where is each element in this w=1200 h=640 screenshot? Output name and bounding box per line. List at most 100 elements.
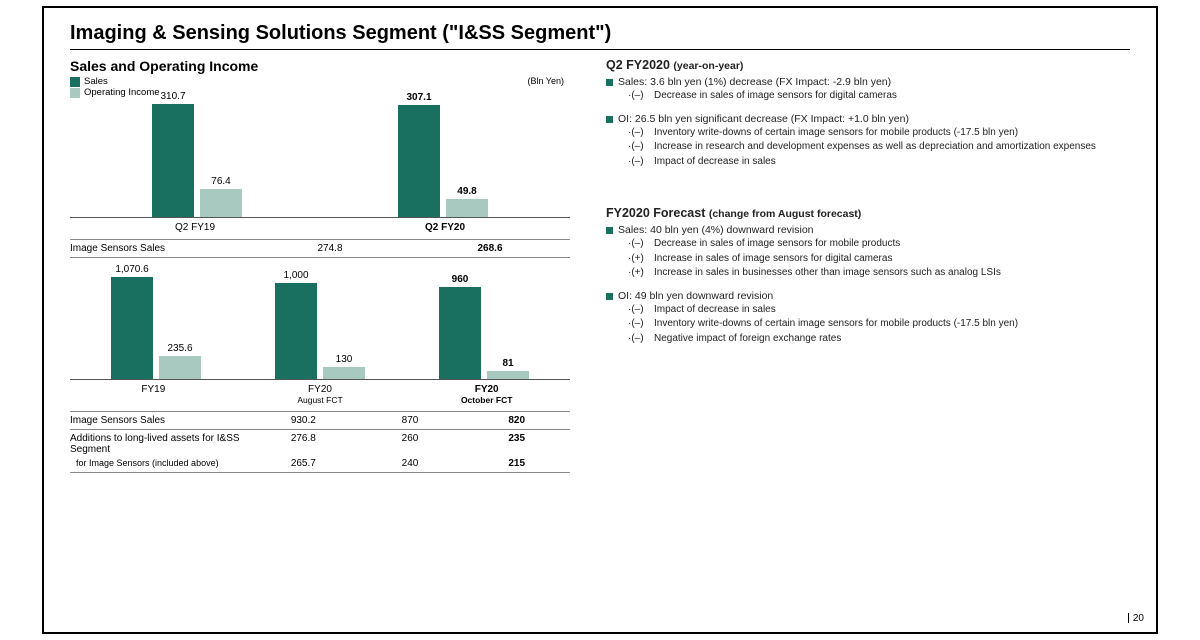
sub-bullet-text: Inventory write-downs of certain image s… [654, 127, 1018, 140]
table-row: Image Sensors Sales274.8268.6 [70, 239, 570, 257]
sub-bullet-sign: ·(–) [628, 127, 650, 140]
bar-oi [446, 199, 488, 217]
bar-oi [323, 367, 365, 379]
bar-group: 1,000 130 [238, 270, 402, 379]
sub-bullet-sign: ·(–) [628, 156, 650, 169]
bar-sales [398, 105, 440, 217]
bar-sales [275, 283, 317, 379]
bar-sales [111, 277, 153, 379]
bar-value-sales: 1,000 [283, 270, 308, 281]
table-cell: 274.8 [250, 243, 410, 254]
bar-sales [152, 104, 194, 217]
sub-bullet: ·(–) Impact of decrease in sales [628, 156, 1130, 169]
sub-bullet: ·(–) Increase in research and development… [628, 141, 1130, 154]
left-subtitle: Sales and Operating Income [70, 58, 570, 74]
bar-oi [159, 356, 201, 379]
chart-fy-table: Image Sensors Sales930.2870820 Additions … [70, 411, 570, 473]
sub-bullet-text: Decrease in sales of image sensors for d… [654, 90, 897, 103]
bullet-text: Sales: 3.6 bln yen (1%) decrease (FX Imp… [618, 76, 891, 88]
bullet: OI: 26.5 bln yen significant decrease (F… [606, 113, 1130, 125]
x-label: FY20August FCT [237, 384, 404, 405]
table-cell: 268.6 [410, 243, 570, 254]
bar-group: 1,070.6 235.6 [74, 264, 238, 379]
sub-bullet: ·(+) Increase in sales in businesses othe… [628, 267, 1130, 280]
bar-value-sales: 960 [452, 274, 469, 285]
table-cell: 265.7 [250, 458, 357, 469]
page-number: 20 [1128, 613, 1144, 624]
bar-value-oi: 49.8 [457, 186, 476, 197]
bar-value-oi: 130 [336, 354, 353, 365]
sub-bullet-sign: ·(–) [628, 304, 650, 317]
table-cell: 870 [357, 415, 464, 426]
table-row: Additions to long-lived assets for I&SS … [70, 429, 570, 458]
sub-bullet-sign: ·(–) [628, 318, 650, 331]
sub-bullet: ·(–) Inventory write-downs of certain ima… [628, 127, 1130, 140]
square-bullet-icon [606, 116, 613, 123]
bullet-text: Sales: 40 bln yen (4%) downward revision [618, 224, 814, 236]
square-bullet-icon [606, 227, 613, 234]
left-column: Sales and Operating Income Sales Operati… [70, 58, 570, 473]
sub-bullet-text: Increase in research and development exp… [654, 141, 1096, 154]
table-cell: 240 [357, 458, 464, 469]
sub-bullet-text: Increase in sales of image sensors for d… [654, 253, 892, 266]
bullet-text: OI: 26.5 bln yen significant decrease (F… [618, 113, 909, 125]
sub-bullet: ·(–) Inventory write-downs of certain ima… [628, 318, 1130, 331]
section-heading: FY2020 Forecast (change from August fore… [606, 206, 1130, 220]
sub-bullet-sign: ·(–) [628, 238, 650, 251]
chart-q2: 310.776.4307.149.8 [70, 98, 570, 218]
section-heading: Q2 FY2020 (year-on-year) [606, 58, 1130, 72]
chart-fy-xlabels: FY19FY20August FCTFY20October FCT [70, 384, 570, 405]
legend-swatch-sales [70, 77, 80, 87]
sub-bullet-sign: ·(–) [628, 141, 650, 154]
square-bullet-icon [606, 293, 613, 300]
table-cell: 820 [463, 415, 570, 426]
bullet: Sales: 40 bln yen (4%) downward revision [606, 224, 1130, 236]
table-cell: 235 [463, 433, 570, 455]
sub-bullet-sign: ·(–) [628, 90, 650, 103]
x-label: Q2 FY20 [320, 222, 570, 233]
unit-label: (Bln Yen) [527, 76, 570, 86]
bullet: OI: 49 bln yen downward revision [606, 290, 1130, 302]
sub-bullet-sign: ·(–) [628, 333, 650, 346]
slide-frame: Imaging & Sensing Solutions Segment ("I&… [42, 6, 1158, 634]
bar-oi [487, 371, 529, 379]
sub-bullet-sign: ·(+) [628, 253, 650, 266]
chart-fy: 1,070.6235.61,00013096081 [70, 270, 570, 380]
x-label: FY19 [70, 384, 237, 405]
bar-group: 307.1 49.8 [320, 92, 566, 217]
bar-value-sales: 310.7 [160, 91, 185, 102]
sub-bullet: ·(–) Decrease in sales of image sensors f… [628, 90, 1130, 103]
table-row-label: Additions to long-lived assets for I&SS … [70, 433, 250, 455]
legend-label-sales: Sales [84, 76, 108, 87]
sub-bullet-text: Impact of decrease in sales [654, 156, 776, 169]
table-row-label: for Image Sensors (included above) [70, 458, 250, 469]
bar-value-sales: 307.1 [406, 92, 431, 103]
sub-bullet-sign: ·(+) [628, 267, 650, 280]
table-row-label: Image Sensors Sales [70, 415, 250, 426]
bullet: Sales: 3.6 bln yen (1%) decrease (FX Imp… [606, 76, 1130, 88]
x-label: FY20October FCT [403, 384, 570, 405]
section-q2: Q2 FY2020 (year-on-year) Sales: 3.6 bln y… [606, 58, 1130, 176]
chart-q2-xlabels: Q2 FY19Q2 FY20 [70, 222, 570, 233]
table-cell: 276.8 [250, 433, 357, 455]
table-cell: 930.2 [250, 415, 357, 426]
sub-bullet: ·(–) Negative impact of foreign exchange … [628, 333, 1130, 346]
chart-q2-table: Image Sensors Sales274.8268.6 [70, 239, 570, 258]
sub-bullet: ·(–) Impact of decrease in sales [628, 304, 1130, 317]
sub-bullet-text: Negative impact of foreign exchange rate… [654, 333, 841, 346]
sub-bullet: ·(–)Decrease in sales of image sensors f… [628, 238, 1130, 251]
sub-bullet-text: Inventory write-downs of certain image s… [654, 318, 1018, 331]
bar-value-oi: 76.4 [211, 176, 230, 187]
page-title: Imaging & Sensing Solutions Segment ("I&… [70, 22, 1130, 50]
bar-oi [200, 189, 242, 217]
bar-group: 310.7 76.4 [74, 91, 320, 217]
bar-value-sales: 1,070.6 [115, 264, 148, 275]
table-cell: 215 [463, 458, 570, 469]
sub-bullet-text: Impact of decrease in sales [654, 304, 776, 317]
sub-bullet-text: Increase in sales in businesses other th… [654, 267, 1001, 280]
bar-value-oi: 235.6 [167, 343, 192, 354]
content-columns: Sales and Operating Income Sales Operati… [70, 58, 1130, 473]
right-column: Q2 FY2020 (year-on-year) Sales: 3.6 bln y… [606, 58, 1130, 473]
table-row-label: Image Sensors Sales [70, 243, 250, 254]
bar-sales [439, 287, 481, 379]
